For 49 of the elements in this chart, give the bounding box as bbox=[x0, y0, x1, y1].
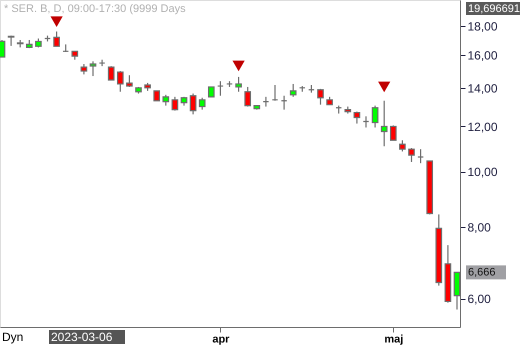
y-tick-label: 6,00 bbox=[468, 292, 492, 306]
candlestick bbox=[417, 148, 424, 164]
candlestick bbox=[108, 66, 115, 81]
candlestick bbox=[408, 147, 415, 163]
y-tick-label: 10,00 bbox=[468, 165, 498, 180]
text: 2023-03-06 bbox=[51, 330, 113, 344]
candlestick bbox=[172, 96, 178, 112]
candlestick bbox=[0, 39, 6, 58]
candlestick bbox=[335, 105, 342, 114]
candlestick bbox=[280, 95, 288, 110]
y-tick-label: 16,00 bbox=[468, 48, 498, 63]
y-tick-label: 8,00 bbox=[468, 220, 492, 235]
candlestick bbox=[116, 70, 124, 92]
candlestick bbox=[399, 140, 406, 152]
y-tick-label: 12,00 bbox=[468, 120, 498, 134]
candlestick bbox=[372, 105, 378, 128]
point bbox=[378, 82, 390, 92]
y-tick-label: 14,00 bbox=[468, 82, 498, 96]
point bbox=[232, 60, 245, 72]
x-tick-label: maj bbox=[384, 334, 404, 346]
candlestick bbox=[354, 110, 360, 124]
text: 19,696691 bbox=[468, 3, 520, 15]
candlestick bbox=[90, 60, 96, 77]
candlestick bbox=[16, 39, 24, 48]
text: Dyn bbox=[2, 330, 24, 344]
candlestick bbox=[53, 30, 60, 47]
candlestick bbox=[62, 44, 70, 53]
x-tick-label: apr bbox=[212, 334, 230, 346]
y-tick-label: 18,00 bbox=[468, 19, 498, 34]
point bbox=[50, 16, 63, 27]
candlestick bbox=[390, 124, 397, 141]
candlestick bbox=[153, 90, 160, 102]
candlestick bbox=[126, 74, 133, 88]
candlestick bbox=[317, 88, 324, 106]
chart-title: * SER. B, D, 09:00-17:30 (9999 Days bbox=[4, 3, 186, 15]
candlestick bbox=[290, 83, 297, 98]
candlestick bbox=[235, 76, 242, 92]
candlestick bbox=[262, 96, 270, 108]
candlestick bbox=[190, 92, 196, 115]
text: 6,666 bbox=[468, 266, 496, 278]
candlestick bbox=[217, 80, 224, 96]
candlestick bbox=[208, 86, 215, 98]
candlestick bbox=[162, 94, 170, 106]
candlestick bbox=[244, 86, 252, 108]
candlestick bbox=[380, 100, 388, 147]
candlestick bbox=[80, 63, 88, 75]
candlestick bbox=[362, 116, 370, 128]
candlestick bbox=[272, 84, 278, 102]
candlestick bbox=[198, 97, 206, 110]
